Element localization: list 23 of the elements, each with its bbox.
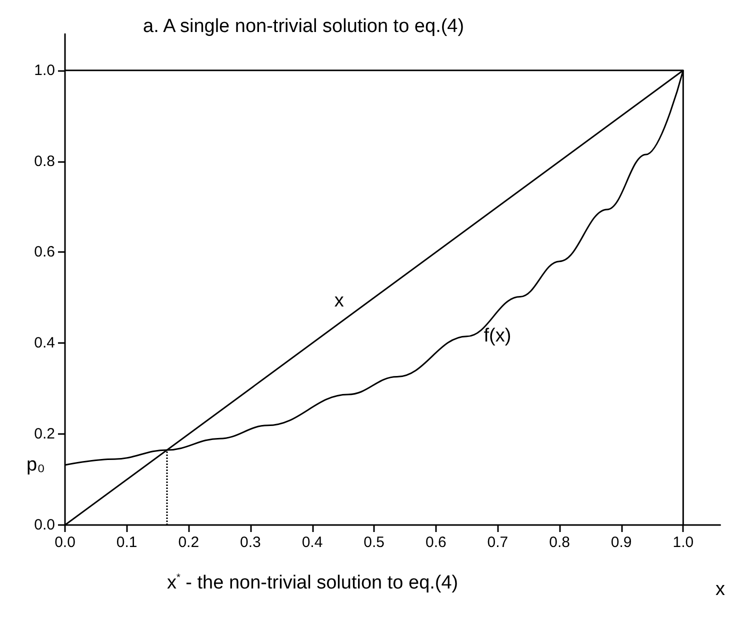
y-tick-label: 1.0	[34, 62, 55, 79]
y-tick-label: 0.6	[34, 244, 55, 261]
x-tick-label: 0.4	[302, 534, 323, 551]
x-tick-label: 0.3	[240, 534, 261, 551]
y-tick-label: 0.8	[34, 152, 55, 170]
x-tick-label: 0.1	[116, 534, 138, 551]
x-tick-label: 0.9	[610, 534, 632, 551]
chart-title: a. A single non-trivial solution to eq.(4)	[143, 16, 464, 37]
x-tick-label: 0.5	[364, 534, 385, 551]
x-axis-title: x	[716, 579, 726, 600]
text: x* - the non-trivial solution to eq.(4)	[166, 572, 458, 594]
x-tick-label: 0.2	[178, 534, 200, 551]
y-tick-label: 0.4	[34, 334, 55, 352]
x-tick-label: 0.7	[487, 534, 508, 551]
x-tick-label: 0.6	[425, 534, 446, 551]
annotation: p₀	[26, 454, 45, 476]
series-label: x	[334, 290, 344, 312]
x-tick-label: 0.0	[54, 534, 76, 551]
y-tick-label: 0.2	[34, 426, 55, 443]
series-label: f(x)	[484, 325, 512, 346]
x-tick-label: 1.0	[672, 534, 694, 551]
x-tick-label: 0.8	[549, 534, 570, 551]
y-tick-label: 0.0	[34, 516, 55, 534]
